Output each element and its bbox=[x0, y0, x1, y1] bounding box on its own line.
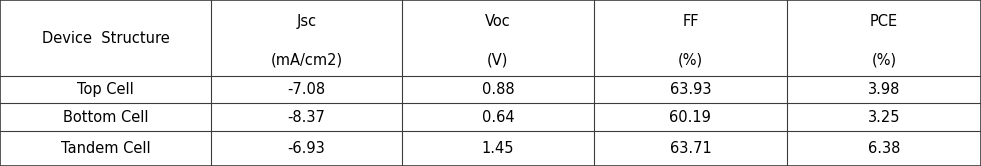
Text: 0.64: 0.64 bbox=[482, 110, 514, 124]
Text: (V): (V) bbox=[488, 52, 508, 67]
Text: Jsc: Jsc bbox=[296, 14, 317, 29]
Text: 3.25: 3.25 bbox=[868, 110, 901, 124]
Text: -6.93: -6.93 bbox=[287, 141, 326, 156]
Text: (%): (%) bbox=[871, 52, 897, 67]
Text: Tandem Cell: Tandem Cell bbox=[61, 141, 150, 156]
Text: (mA/cm2): (mA/cm2) bbox=[271, 52, 342, 67]
Text: 63.93: 63.93 bbox=[670, 82, 711, 97]
Text: Bottom Cell: Bottom Cell bbox=[63, 110, 148, 124]
Text: -7.08: -7.08 bbox=[287, 82, 326, 97]
Text: (%): (%) bbox=[678, 52, 703, 67]
Text: 60.19: 60.19 bbox=[669, 110, 711, 124]
Text: 0.88: 0.88 bbox=[482, 82, 514, 97]
Text: Voc: Voc bbox=[485, 14, 511, 29]
Text: 1.45: 1.45 bbox=[482, 141, 514, 156]
Text: 63.71: 63.71 bbox=[669, 141, 711, 156]
Text: PCE: PCE bbox=[870, 14, 899, 29]
Text: -8.37: -8.37 bbox=[287, 110, 326, 124]
Text: 3.98: 3.98 bbox=[868, 82, 901, 97]
Text: FF: FF bbox=[682, 14, 698, 29]
Text: 6.38: 6.38 bbox=[868, 141, 901, 156]
Text: Device  Structure: Device Structure bbox=[41, 31, 170, 46]
Text: Top Cell: Top Cell bbox=[77, 82, 133, 97]
